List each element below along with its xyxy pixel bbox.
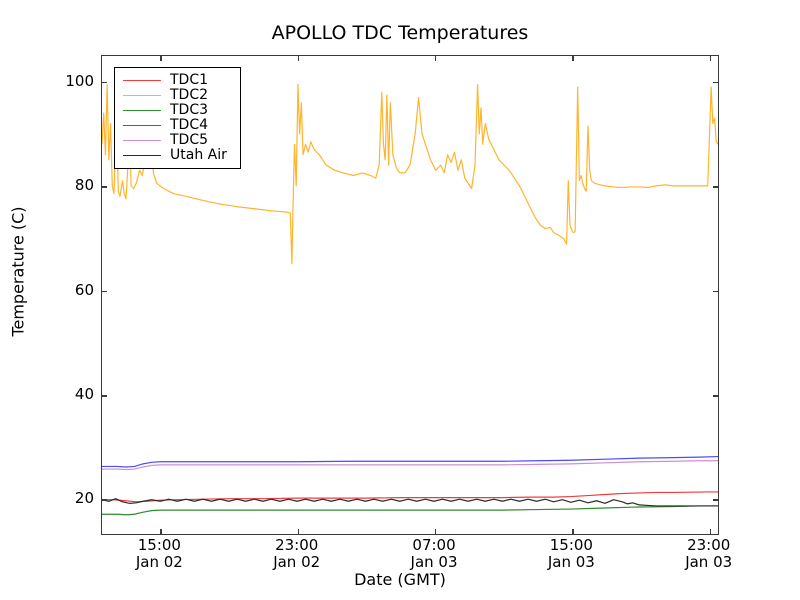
legend-label: TDC3: [170, 102, 209, 118]
y-tick-mark: [713, 186, 718, 188]
legend-label: TDC1: [170, 72, 209, 88]
legend-item-tdc2[interactable]: TDC2: [121, 88, 232, 103]
series-line-tdc3: [102, 505, 718, 516]
y-tick-mark: [713, 499, 718, 501]
legend-label: TDC4: [170, 117, 209, 133]
y-tick-label: 20: [74, 489, 94, 508]
x-tick-label: 15:00 Jan 02: [135, 536, 183, 572]
x-tick-mark: [435, 529, 437, 534]
y-tick-label: 80: [74, 176, 94, 195]
x-tick-mark: [297, 56, 300, 61]
series-line-tdc1: [102, 491, 718, 503]
legend-label: TDC2: [170, 87, 209, 103]
series-line-tdc5: [102, 460, 718, 471]
legend-item-tdc5[interactable]: TDC5: [121, 133, 232, 148]
x-tick-label: 23:00 Jan 02: [273, 536, 321, 572]
y-tick-mark: [713, 82, 718, 84]
x-axis-label: Date (GMT): [354, 570, 446, 589]
y-axis-tick-labels: 20 40 60 80 100: [36, 55, 94, 535]
legend-color-swatch: [123, 155, 161, 156]
x-tick-mark: [572, 529, 574, 534]
y-tick-mark: [102, 395, 107, 397]
x-tick-label: 07:00 Jan 03: [410, 536, 458, 572]
legend-item-tdc1[interactable]: TDC1: [121, 73, 232, 88]
x-tick-label: 23:00 Jan 03: [685, 536, 733, 572]
x-tick-mark: [709, 56, 712, 61]
y-tick-mark: [713, 290, 718, 293]
legend-color-swatch: [123, 95, 161, 96]
legend-color-swatch: [123, 140, 161, 141]
legend-item-tdc4[interactable]: TDC4: [121, 118, 232, 133]
legend-label: TDC5: [170, 132, 209, 148]
y-tick-label: 100: [65, 72, 94, 91]
legend: TDC1 TDC2 TDC3 TDC4 TDC5 Utah Air: [114, 67, 241, 169]
legend-color-swatch: [123, 80, 161, 81]
x-tick-mark: [160, 56, 162, 61]
x-tick-label: 15:00 Jan 03: [547, 536, 595, 572]
y-tick-mark: [102, 499, 107, 501]
chart-title: APOLLO TDC Temperatures: [271, 22, 529, 44]
x-tick-mark: [709, 529, 712, 534]
y-tick-mark: [713, 395, 718, 397]
y-tick-mark: [102, 186, 107, 188]
x-tick-mark: [435, 56, 437, 61]
y-tick-mark: [102, 290, 107, 293]
y-tick-mark: [102, 82, 107, 84]
y-axis-label: Temperature (C): [8, 206, 28, 337]
x-tick-mark: [297, 529, 300, 534]
y-tick-label: 60: [74, 280, 94, 299]
x-axis-tick-labels: 15:00 Jan 02 23:00 Jan 02 07:00 Jan 03 15:00 Ja…: [101, 536, 732, 583]
legend-item-utah-air[interactable]: Utah Air: [121, 148, 232, 163]
legend-item-tdc3[interactable]: TDC3: [121, 103, 232, 118]
series-line-tdc4: [102, 455, 718, 468]
series-line-utah-air: [102, 498, 718, 507]
legend-color-swatch: [123, 110, 161, 111]
legend-label: Utah Air: [170, 147, 227, 163]
x-tick-mark: [160, 529, 162, 534]
legend-color-swatch: [123, 125, 161, 126]
y-tick-label: 40: [74, 385, 94, 404]
x-tick-mark: [572, 56, 574, 61]
